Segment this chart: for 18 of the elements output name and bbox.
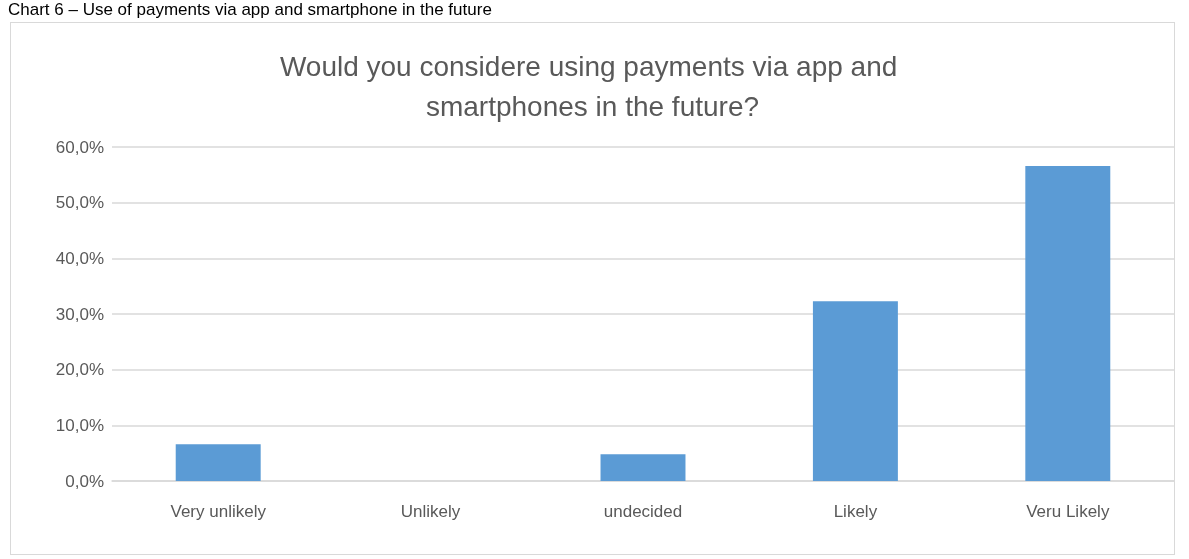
bar bbox=[812, 301, 898, 481]
bar bbox=[1025, 165, 1111, 481]
x-tick-label: undecided bbox=[603, 502, 683, 521]
x-tick-label: Likely bbox=[833, 502, 878, 521]
y-tick-label: 0,0% bbox=[65, 471, 104, 491]
y-tick-label: 50,0% bbox=[55, 193, 104, 213]
x-tick-label: Very unlikely bbox=[170, 502, 267, 521]
y-tick-label: 40,0% bbox=[55, 248, 104, 268]
y-tick-label: 60,0% bbox=[55, 137, 104, 157]
y-tick-label: 30,0% bbox=[55, 304, 104, 324]
bar bbox=[600, 454, 686, 481]
x-tick-label: Unlikely bbox=[400, 502, 461, 521]
caption: Chart 6 – Use of payments via app and smartphone in the future bbox=[8, 0, 492, 20]
chart-title: Would you considere using payments via app and smartphones in the future? bbox=[279, 50, 906, 122]
y-tick-label: 10,0% bbox=[55, 415, 104, 435]
bar bbox=[175, 444, 261, 481]
y-tick-label: 20,0% bbox=[55, 360, 104, 380]
x-tick-label: Veru Likely bbox=[1026, 502, 1110, 521]
